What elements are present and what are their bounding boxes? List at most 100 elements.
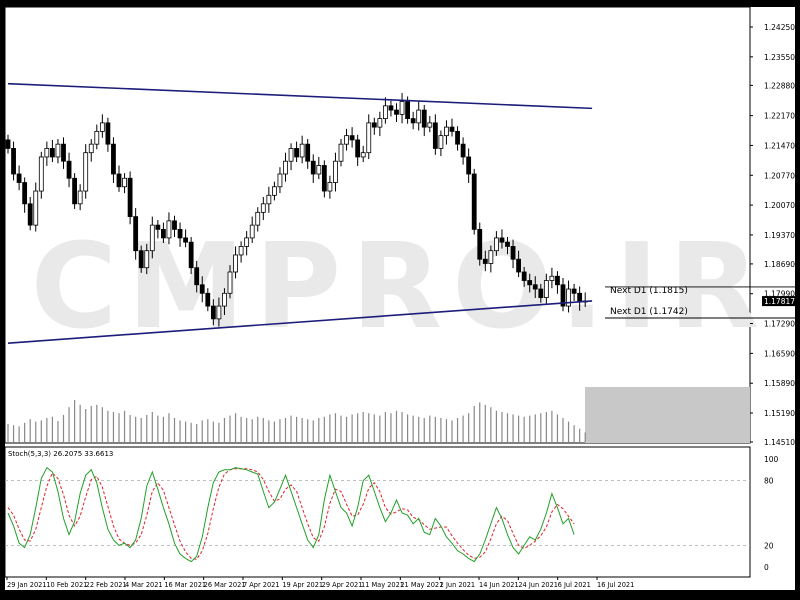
candle-body <box>482 258 488 264</box>
candle-body <box>344 135 349 145</box>
volume-bar <box>96 404 98 442</box>
candle-body <box>210 305 216 320</box>
candle-body <box>172 220 177 230</box>
candle-body <box>577 292 583 303</box>
candle-body <box>227 271 233 294</box>
volume-bar <box>345 416 348 442</box>
candle-body <box>144 250 150 269</box>
stoch-main-line <box>7 466 575 563</box>
volume-bar <box>307 419 309 442</box>
volume-bar <box>357 413 359 442</box>
volume-bar <box>157 415 159 442</box>
candle-body <box>410 118 416 124</box>
candle-body <box>271 186 277 196</box>
time-tick-label: 16 Mar 2021 <box>164 581 206 589</box>
candle-body <box>99 122 105 132</box>
upper-trendline <box>7 82 593 110</box>
main-panel <box>4 6 751 444</box>
candle-body <box>499 237 505 243</box>
time-tick-label: 29 Apr 2021 <box>322 581 363 589</box>
volume-bar <box>301 418 303 442</box>
stoch-signal-line <box>7 468 575 560</box>
volume-bar <box>101 407 103 442</box>
price-tick-label: 1.18690 <box>764 260 795 269</box>
volume-bar <box>395 410 398 442</box>
upper-level-label: Next D1 (1.1815) <box>610 286 688 296</box>
candle-body <box>288 148 294 162</box>
time-tick-label: 22 Feb 2021 <box>86 581 127 589</box>
price-tick-label: 1.23550 <box>764 53 795 62</box>
candle-body <box>338 143 344 162</box>
time-tick-label: 2 Jun 2021 <box>440 581 475 589</box>
volume-bar <box>362 412 364 442</box>
volume-bar <box>129 415 131 442</box>
candle-body <box>205 292 211 307</box>
volume-bar <box>323 416 325 442</box>
volume-bar <box>462 415 464 442</box>
volume-bar <box>490 407 492 442</box>
candle-body <box>521 271 527 281</box>
candle-body <box>188 241 194 269</box>
volume-bar <box>118 413 120 442</box>
price-tick-label: 1.22170 <box>764 112 795 121</box>
stoch-axis-label: 20 <box>764 541 774 550</box>
volume-bar <box>273 421 275 442</box>
candle-body <box>471 173 477 230</box>
volume-bar <box>146 415 148 442</box>
candle-body <box>505 241 510 247</box>
volume-bar <box>501 412 503 442</box>
candle-body <box>160 228 166 239</box>
candle-body <box>466 156 472 175</box>
volume-bar <box>223 418 226 442</box>
candle-body <box>77 190 83 205</box>
volume-bar <box>423 418 425 442</box>
volume-bar <box>534 414 536 442</box>
volume-bar <box>12 425 15 442</box>
candle-body <box>11 148 16 175</box>
volume-bar <box>207 419 209 442</box>
candle-body <box>532 284 538 290</box>
volume-bar <box>479 402 481 442</box>
time-tick-label: 10 Feb 2021 <box>46 581 87 589</box>
stoch-axis-label: 0 <box>764 563 769 572</box>
volume-bar <box>162 416 164 442</box>
time-tick-label: 26 Mar 2021 <box>204 581 246 589</box>
volume-bar <box>412 415 414 442</box>
volume-bar <box>262 418 264 442</box>
volume-bar <box>229 415 231 442</box>
chart-area[interactable]: CMPRO.IR Next D1 (1.1815) Next D1 (1.1742… <box>4 6 795 590</box>
chart-canvas: CMPRO.IR Next D1 (1.1815)Next D1 (1.1742… <box>4 6 795 589</box>
volume-bar <box>340 415 342 442</box>
volume-bar <box>512 414 514 442</box>
price-tick-label: 1.14510 <box>764 438 795 447</box>
candle-body <box>72 177 77 205</box>
volume-bar <box>57 421 59 442</box>
candle-body <box>133 216 139 252</box>
volume-bar <box>290 415 292 442</box>
candle-body <box>177 228 183 239</box>
price-tick-label: 1.20770 <box>764 171 795 180</box>
candle-body <box>83 152 89 192</box>
candle-body <box>566 288 571 307</box>
candle-body <box>155 224 161 230</box>
volume-bar <box>401 412 403 442</box>
volume-bar <box>257 416 259 442</box>
volume-bar <box>473 406 475 442</box>
candle-body <box>244 237 250 247</box>
candle-body <box>477 228 483 260</box>
candle-body <box>377 118 383 128</box>
candle-body <box>444 126 449 137</box>
candle-body <box>360 152 366 158</box>
time-tick-label: 19 Apr 2021 <box>282 581 323 589</box>
candle-body <box>388 105 394 111</box>
volume-bar <box>185 421 187 442</box>
time-tick-label: 7 Apr 2021 <box>243 581 280 589</box>
candle-body <box>216 305 222 320</box>
stoch-axis-label: 100 <box>764 455 779 464</box>
time-tick-label: 16 Jul 2021 <box>597 581 634 589</box>
candle-body <box>111 143 116 175</box>
volume-bar <box>68 407 70 442</box>
candle-body <box>22 182 28 205</box>
candle-body <box>327 182 333 192</box>
